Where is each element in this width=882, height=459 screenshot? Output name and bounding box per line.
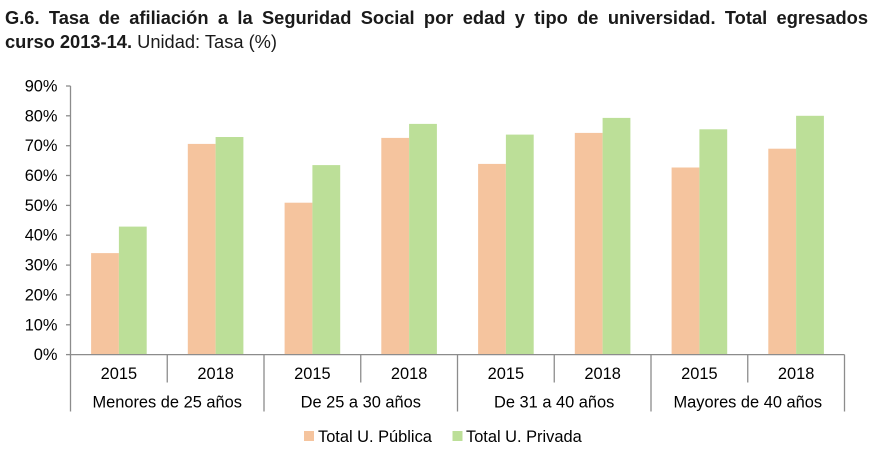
- svg-text:Total U. Pública: Total U. Pública: [318, 428, 433, 446]
- svg-text:Mayores de 40 años: Mayores de 40 años: [674, 394, 823, 412]
- svg-text:Total U. Privada: Total U. Privada: [466, 428, 583, 446]
- svg-text:2018: 2018: [197, 365, 233, 383]
- svg-text:10%: 10%: [25, 316, 58, 334]
- svg-text:2015: 2015: [294, 365, 330, 383]
- svg-text:50%: 50%: [25, 197, 58, 215]
- svg-text:Menores de 25 años: Menores de 25 años: [92, 394, 241, 412]
- svg-text:30%: 30%: [25, 257, 58, 275]
- svg-text:2015: 2015: [101, 365, 137, 383]
- svg-text:80%: 80%: [25, 107, 58, 125]
- svg-text:2015: 2015: [488, 365, 524, 383]
- svg-text:De 25 a 30 años: De 25 a 30 años: [301, 394, 421, 412]
- svg-text:60%: 60%: [25, 167, 58, 185]
- svg-text:2015: 2015: [681, 365, 717, 383]
- svg-text:2018: 2018: [778, 365, 814, 383]
- svg-text:2018: 2018: [391, 365, 427, 383]
- svg-text:2018: 2018: [584, 365, 620, 383]
- svg-text:20%: 20%: [25, 286, 58, 304]
- svg-text:40%: 40%: [25, 227, 58, 245]
- svg-text:De 31 a 40 años: De 31 a 40 años: [494, 394, 614, 412]
- svg-text:70%: 70%: [25, 137, 58, 155]
- svg-text:90%: 90%: [25, 78, 58, 96]
- svg-text:0%: 0%: [34, 346, 58, 364]
